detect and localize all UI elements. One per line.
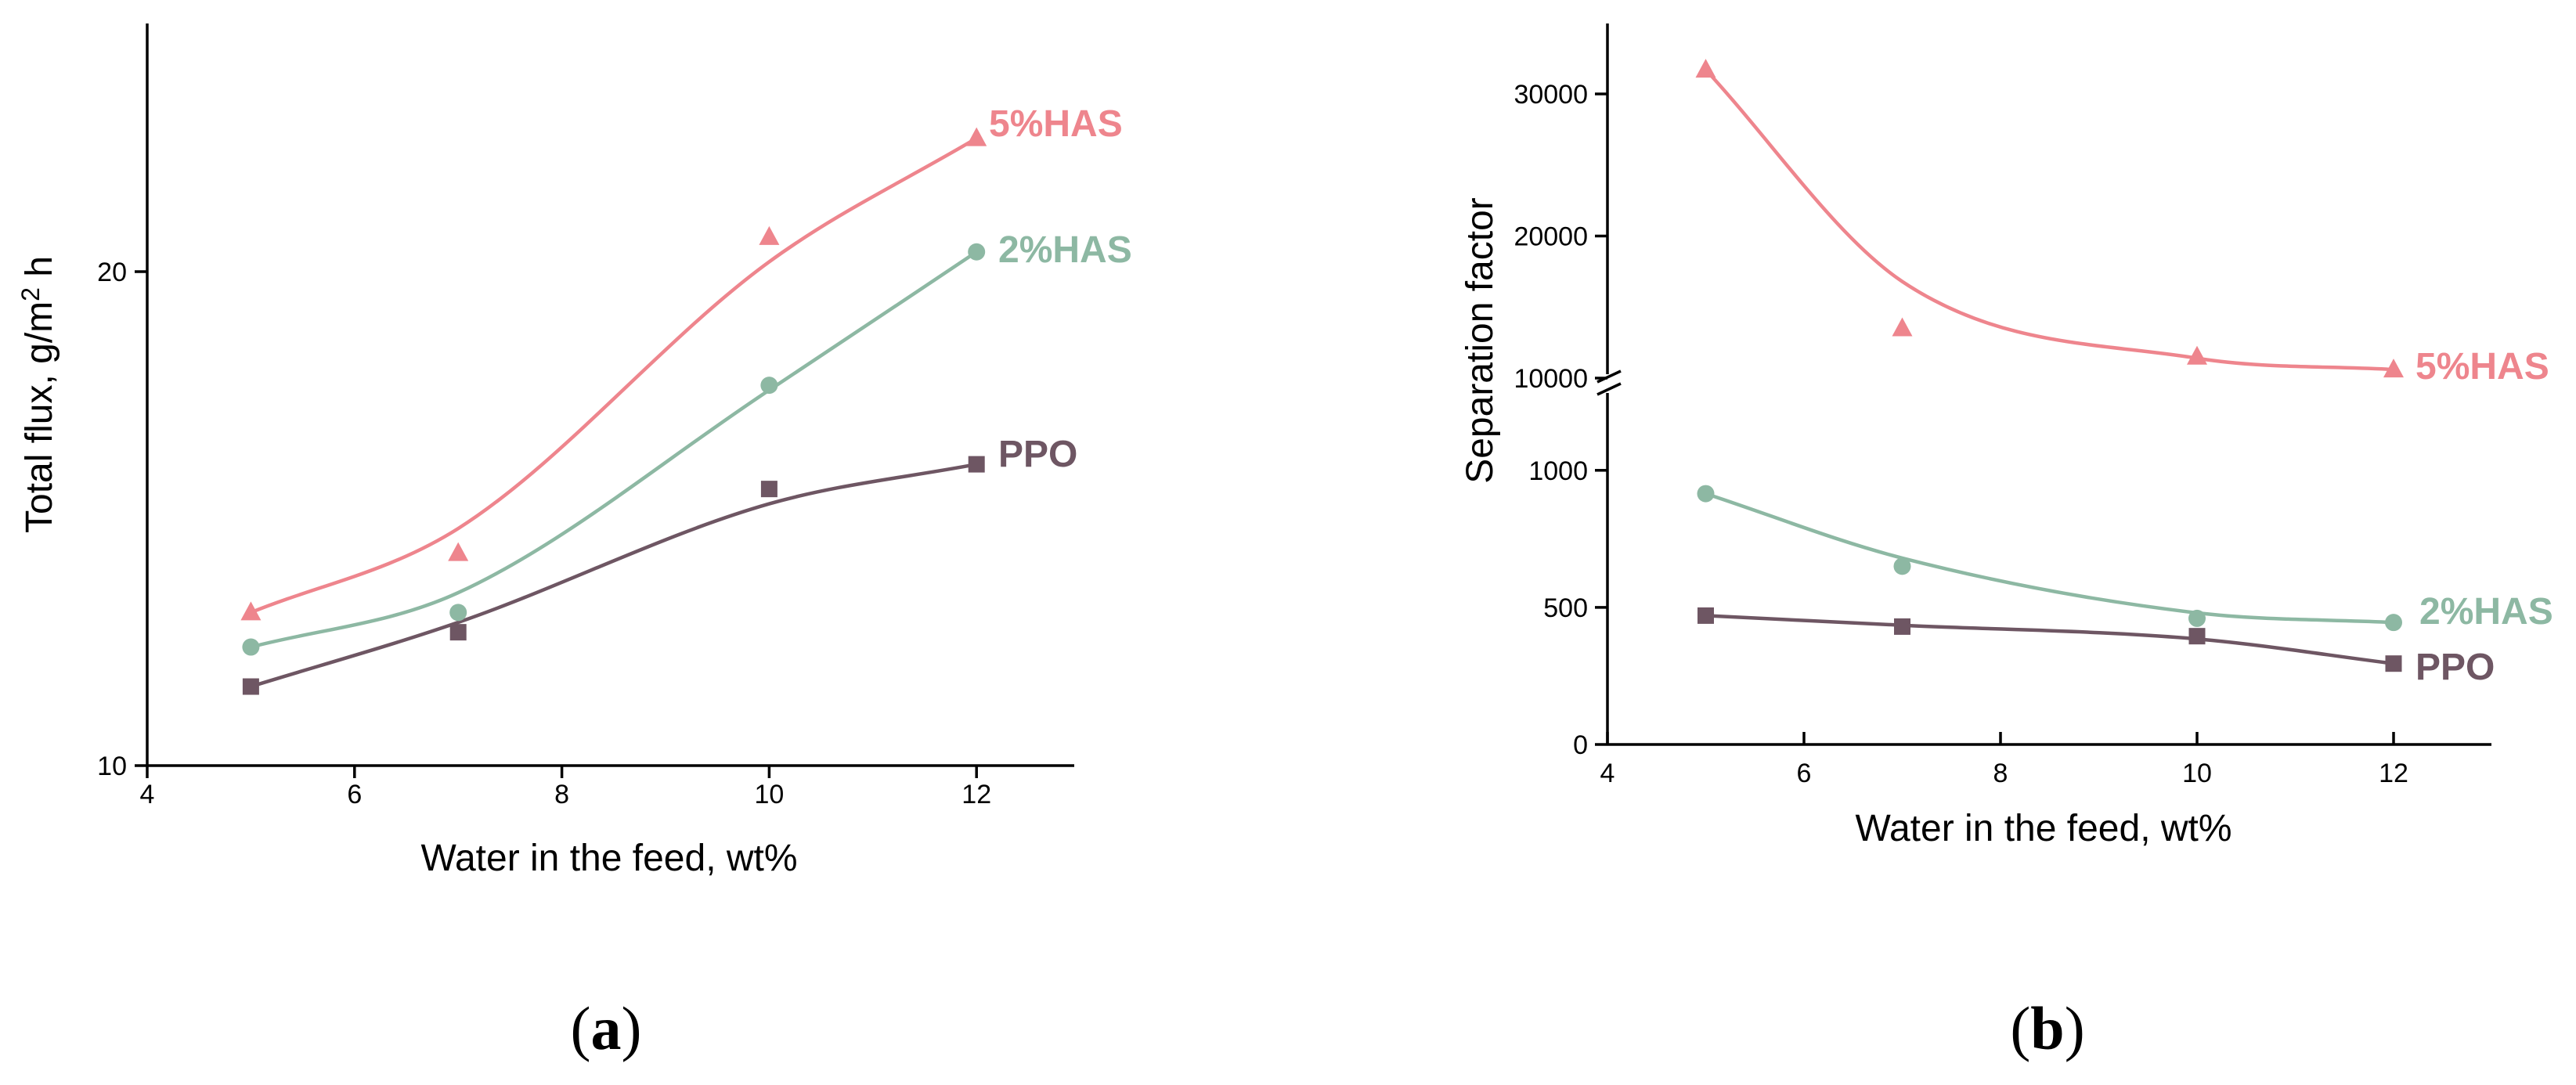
fit-curve-b-ppo bbox=[1705, 614, 2394, 665]
x-axis-title-a: Water in the feed, wt% bbox=[420, 838, 797, 879]
data-point-b-5-has-5 bbox=[1695, 59, 1716, 78]
axis-break-mark-upper bbox=[1596, 369, 1622, 384]
fit-curve-b-5-has bbox=[1704, 68, 2394, 372]
curves-a bbox=[250, 136, 978, 689]
x-tick-label-a-8: 8 bbox=[554, 780, 569, 809]
data-point-b-2-has-10 bbox=[2188, 609, 2206, 627]
data-point-a-5-has-7 bbox=[448, 542, 469, 561]
data-point-a-ppo-5 bbox=[242, 678, 259, 695]
y-axis-title-a-part-2: h bbox=[19, 256, 60, 287]
data-point-a-5-has-12 bbox=[966, 127, 987, 146]
series-label-2-has-a: 2%HAS bbox=[998, 229, 1132, 271]
x-tick-label-b-12: 12 bbox=[2379, 759, 2408, 788]
panel-label-a-letter: a bbox=[591, 994, 622, 1062]
data-point-a-5-has-5 bbox=[240, 601, 262, 621]
data-point-a-2-has-7 bbox=[449, 604, 467, 622]
fit-curve-b-2-has bbox=[1705, 492, 2394, 625]
data-point-b-ppo-7 bbox=[1894, 618, 1910, 635]
y-tick-label-b-30000: 30000 bbox=[1513, 80, 1588, 110]
curves-b bbox=[1704, 68, 2394, 665]
y-axis-title-b: Separation factor bbox=[1459, 197, 1501, 484]
ticks-b: 4 6 8 10 12 0 500 1000 10000 20000 30000 bbox=[1513, 80, 2408, 788]
data-point-b-5-has-12 bbox=[2383, 359, 2404, 378]
data-point-b-5-has-7 bbox=[1892, 317, 1913, 337]
chart-panel-b: 4 6 8 10 12 0 500 1000 10000 20000 30000 5%HAS 2%H… bbox=[1459, 23, 2553, 1062]
data-point-b-ppo-5 bbox=[1697, 607, 1714, 624]
y-tick-label-b-20000: 20000 bbox=[1513, 222, 1588, 252]
series-label-5-has-b: 5%HAS bbox=[2415, 346, 2549, 388]
panel-label-b-letter: b bbox=[2030, 994, 2064, 1062]
panel-label-b: (b) bbox=[2010, 994, 2084, 1062]
ticks-a: 4 6 8 10 12 10 20 bbox=[97, 258, 991, 809]
x-tick-label-a-12: 12 bbox=[961, 780, 991, 809]
y-tick-label-b-500: 500 bbox=[1543, 593, 1588, 623]
data-point-b-ppo-10 bbox=[2188, 628, 2206, 645]
x-tick-label-a-6: 6 bbox=[347, 780, 362, 809]
y-tick-label-b-1000: 1000 bbox=[1528, 456, 1588, 486]
markers-a bbox=[240, 127, 987, 695]
y-axis-title-a: Total flux, g/m2 h bbox=[16, 256, 60, 533]
data-point-b-2-has-7 bbox=[1893, 557, 1911, 575]
data-point-b-2-has-5 bbox=[1697, 485, 1715, 503]
x-tick-label-a-4: 4 bbox=[140, 780, 155, 809]
data-point-a-2-has-12 bbox=[968, 243, 986, 261]
data-point-b-5-has-10 bbox=[2187, 345, 2207, 365]
data-point-b-2-has-12 bbox=[2385, 614, 2402, 632]
y-tick-label-b-10000: 10000 bbox=[1513, 364, 1588, 394]
fit-curve-a-2-has bbox=[250, 250, 978, 649]
axis-break-b bbox=[1596, 369, 1622, 396]
y-tick-label-a-20: 20 bbox=[97, 258, 127, 287]
data-point-a-ppo-10 bbox=[760, 481, 777, 498]
y-axis-title-a-part-1: Total flux, g/m bbox=[19, 301, 60, 533]
series-label-ppo-b: PPO bbox=[2415, 647, 2495, 688]
x-tick-label-b-4: 4 bbox=[1600, 759, 1615, 788]
panel-label-a: (a) bbox=[571, 994, 642, 1062]
series-label-5-has-a: 5%HAS bbox=[989, 103, 1123, 145]
data-point-b-ppo-12 bbox=[2385, 655, 2402, 672]
data-point-a-ppo-12 bbox=[968, 456, 985, 473]
data-point-a-ppo-7 bbox=[449, 624, 467, 641]
series-label-ppo-a: PPO bbox=[998, 434, 1077, 475]
data-point-a-5-has-10 bbox=[759, 225, 780, 245]
x-axis-title-b: Water in the feed, wt% bbox=[1855, 808, 2231, 849]
y-axis-title-a-superscript: 2 bbox=[16, 287, 45, 301]
x-tick-label-b-10: 10 bbox=[2182, 759, 2212, 788]
x-tick-label-b-8: 8 bbox=[1993, 759, 2008, 788]
data-point-a-2-has-10 bbox=[760, 377, 778, 395]
y-tick-label-a-10: 10 bbox=[97, 752, 127, 781]
fit-curve-a-5-has bbox=[250, 136, 978, 615]
series-label-2-has-b: 2%HAS bbox=[2419, 591, 2553, 633]
x-tick-label-b-6: 6 bbox=[1797, 759, 1812, 788]
data-point-a-2-has-5 bbox=[242, 638, 260, 656]
x-tick-label-a-10: 10 bbox=[754, 780, 784, 809]
axis-break-mark-lower bbox=[1596, 382, 1622, 396]
fit-curve-a-ppo bbox=[250, 462, 977, 689]
chart-panel-a: 4 6 8 10 12 10 20 5%HAS 2%HAS PPO Water in the… bbox=[16, 23, 1132, 1062]
y-tick-label-b-0: 0 bbox=[1573, 730, 1588, 760]
markers-b bbox=[1695, 59, 2404, 672]
